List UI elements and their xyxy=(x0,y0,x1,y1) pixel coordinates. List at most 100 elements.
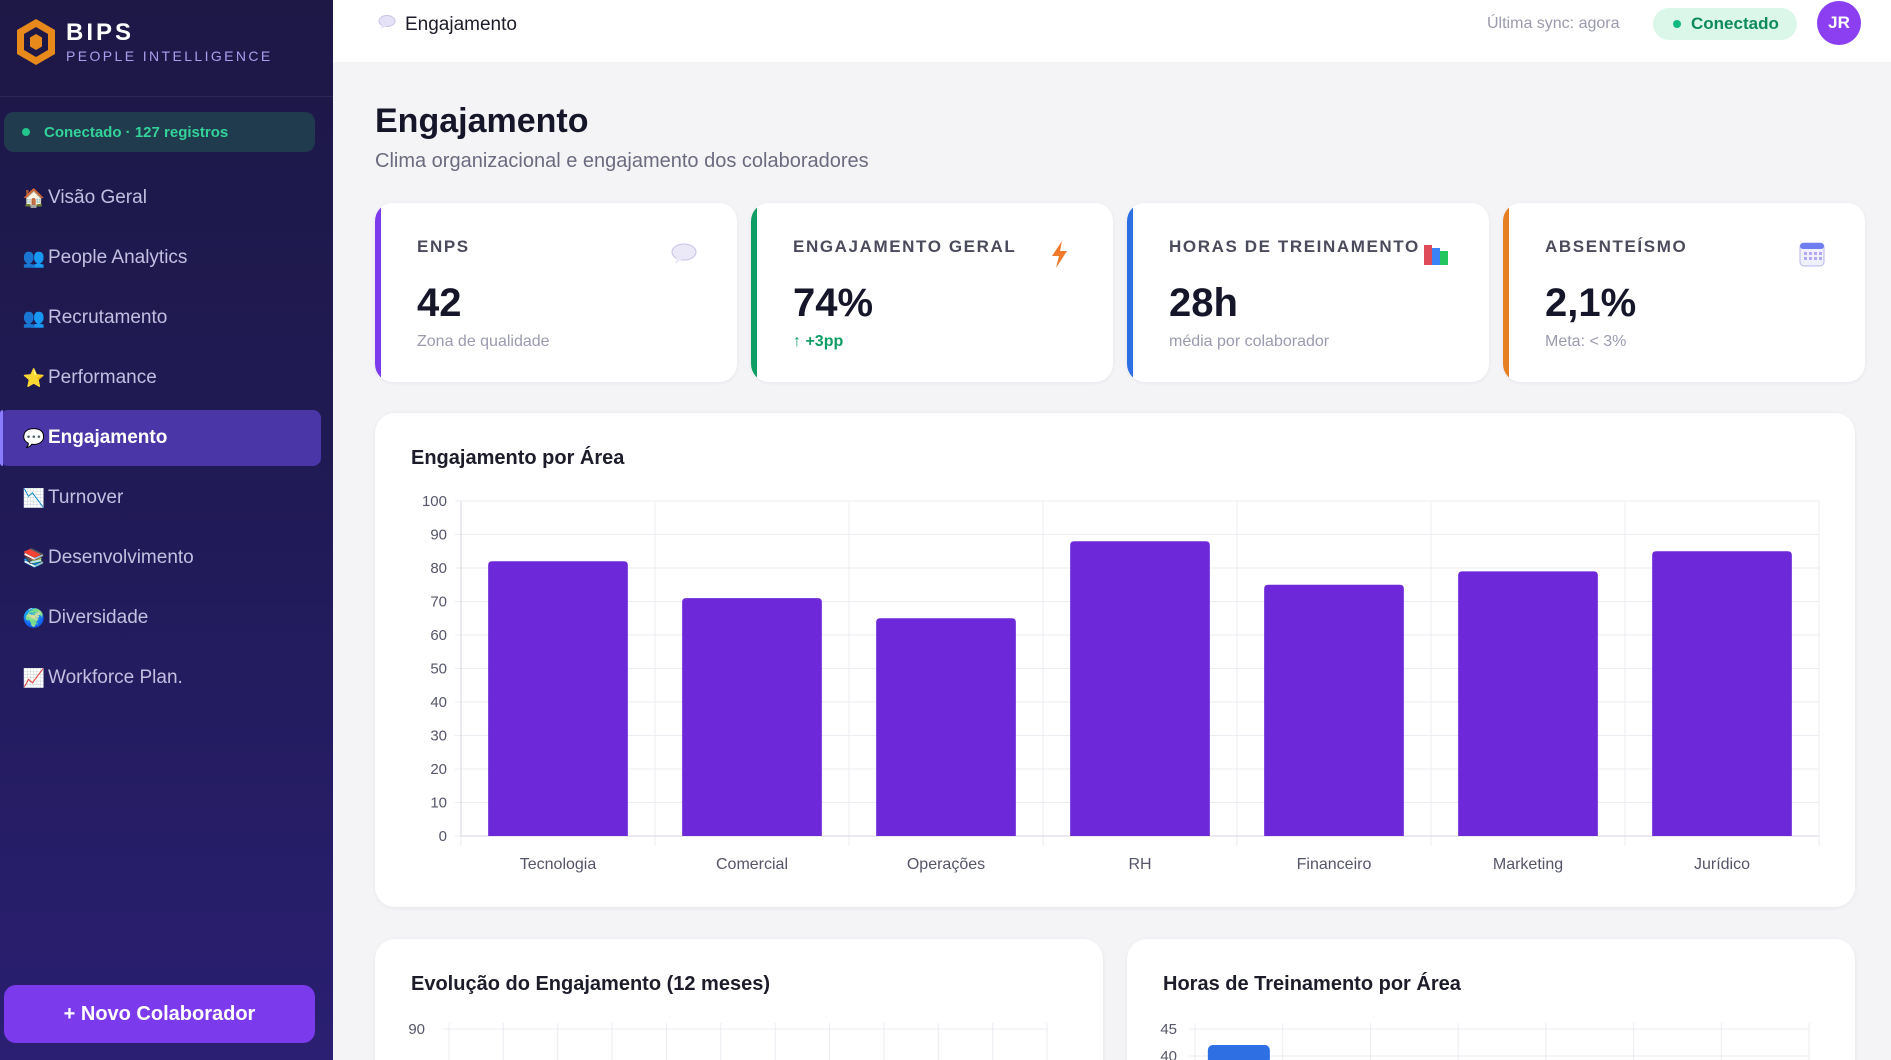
kpi-label: ABSENTEÍSMO xyxy=(1545,237,1688,256)
bar[interactable] xyxy=(488,561,628,836)
sidebar: BIPS PEOPLE INTELLIGENCE Conectado · 127… xyxy=(0,0,333,1060)
page-title: Engajamento xyxy=(375,102,589,140)
x-tick-label: Marketing xyxy=(1493,856,1563,873)
connection-text: Conectado · 127 registros xyxy=(44,123,229,141)
brand-name: BIPS xyxy=(66,19,135,46)
sidebar-item-label: Performance xyxy=(48,367,157,388)
y-tick-label: 60 xyxy=(430,627,447,644)
area-engagement-chart: 0 10 20 30 40 50 60 70 80 90 100 Tecnologia Comercia… xyxy=(422,493,1820,873)
calendar-icon xyxy=(1797,239,1827,269)
sidebar-item-label: People Analytics xyxy=(48,247,188,268)
star-icon: ⭐ xyxy=(22,367,46,388)
globe-icon: 🌍 xyxy=(22,607,46,628)
sidebar-divider xyxy=(0,96,333,97)
sidebar-item-performance[interactable]: ⭐ Performance xyxy=(0,350,333,406)
speech-bubble-icon: 💬 xyxy=(22,427,46,448)
y-tick-label: 30 xyxy=(430,728,447,745)
kpi-card-engagement: ENGAJAMENTO GERAL 74% ↑ +3pp xyxy=(751,203,1113,382)
bar[interactable] xyxy=(1458,571,1598,836)
bar[interactable] xyxy=(1652,551,1792,836)
hexagon-logo-icon xyxy=(14,17,58,67)
y-tick-label: 10 xyxy=(430,795,447,812)
speech-bubble-icon xyxy=(377,14,397,36)
books-icon: 📚 xyxy=(22,547,46,568)
people-icon: 👥 xyxy=(22,247,46,268)
y-tick-label: 45 xyxy=(1160,1021,1177,1038)
people-icon: 👥 xyxy=(22,307,46,328)
sidebar-item-label: Turnover xyxy=(48,487,124,508)
speech-bubble-icon xyxy=(669,239,699,269)
kpi-label: ENPS xyxy=(417,237,470,256)
sidebar-item-recrutamento[interactable]: 👥 Recrutamento xyxy=(0,290,333,346)
x-tick-label: Comercial xyxy=(716,856,788,873)
sidebar-item-label: Recrutamento xyxy=(48,307,168,328)
sidebar-item-label: Workforce Plan. xyxy=(48,667,183,688)
chart-title: Evolução do Engajamento (12 meses) xyxy=(411,973,770,995)
sidebar-item-people-analytics[interactable]: 👥 People Analytics xyxy=(0,230,333,286)
y-tick-label: 80 xyxy=(430,560,447,577)
sidebar-item-label: Engajamento xyxy=(48,427,168,448)
kpi-value: 42 xyxy=(417,281,462,325)
house-icon: 🏠 xyxy=(22,187,46,208)
lightning-icon xyxy=(1045,239,1075,269)
y-tick-label: 40 xyxy=(1160,1048,1177,1060)
y-tick-label: 40 xyxy=(430,694,447,711)
x-tick-label: Jurídico xyxy=(1694,856,1750,873)
avatar[interactable]: JR xyxy=(1817,1,1861,45)
y-tick-label: 90 xyxy=(408,1021,425,1038)
status-text: Conectado xyxy=(1691,14,1779,33)
chart-card-training: Horas de Treinamento por Área 45 40 xyxy=(1127,939,1855,1060)
kpi-accent-bar xyxy=(1127,203,1133,382)
page-subtitle: Clima organizacional e engajamento dos c… xyxy=(375,150,869,172)
y-tick-label: 70 xyxy=(430,594,447,611)
x-tick-label: Tecnologia xyxy=(520,856,597,873)
sidebar-item-engajamento[interactable]: 💬 Engajamento xyxy=(0,410,321,466)
chart-card-evolution: Evolução do Engajamento (12 meses) 90 xyxy=(375,939,1103,1060)
last-sync: Última sync: agora xyxy=(1487,15,1620,32)
chart-title: Engajamento por Área xyxy=(411,447,625,469)
kpi-value: 74% xyxy=(793,281,874,325)
brand[interactable]: BIPS PEOPLE INTELLIGENCE xyxy=(14,14,273,70)
status-dot-icon xyxy=(22,128,30,136)
y-tick-label: 20 xyxy=(430,761,447,778)
kpi-card-absenteeism: ABSENTEÍSMO 2,1% Meta: < 3% xyxy=(1503,203,1865,382)
kpi-note: Meta: < 3% xyxy=(1545,333,1627,350)
y-tick-label: 0 xyxy=(439,828,447,845)
kpi-accent-bar xyxy=(375,203,381,382)
kpi-accent-bar xyxy=(1503,203,1509,382)
kpi-note: média por colaborador xyxy=(1169,333,1330,350)
sidebar-item-label: Desenvolvimento xyxy=(48,547,194,568)
chart-card-area-engagement: Engajamento por Área 0 10 20 30 40 50 60 70 80 90… xyxy=(375,413,1855,907)
bar[interactable] xyxy=(1070,541,1210,836)
sidebar-item-turnover[interactable]: 📉 Turnover xyxy=(0,470,333,526)
evolution-chart: 90 xyxy=(408,1021,1048,1060)
brand-subtitle: PEOPLE INTELLIGENCE xyxy=(66,48,273,64)
x-tick-label: RH xyxy=(1128,856,1151,873)
x-tick-label: Financeiro xyxy=(1297,856,1372,873)
sidebar-item-label: Diversidade xyxy=(48,607,149,628)
chart-up-icon: 📈 xyxy=(22,667,46,688)
kpi-value: 2,1% xyxy=(1545,281,1637,325)
bar[interactable] xyxy=(1207,1045,1270,1060)
bar[interactable] xyxy=(1264,584,1404,836)
topbar-title: Engajamento xyxy=(377,0,517,50)
kpi-trend: ↑ +3pp xyxy=(793,333,844,350)
kpi-label: ENGAJAMENTO GERAL xyxy=(793,237,1017,256)
training-chart: 45 40 xyxy=(1160,1021,1810,1060)
topbar-title-text: Engajamento xyxy=(405,14,517,35)
sidebar-item-diversidade[interactable]: 🌍 Diversidade xyxy=(0,590,333,646)
y-tick-label: 100 xyxy=(422,493,447,510)
bar[interactable] xyxy=(682,598,822,836)
sidebar-item-vis-o-geral[interactable]: 🏠 Visão Geral xyxy=(0,170,333,226)
bar[interactable] xyxy=(876,618,1016,836)
status-badge: Conectado xyxy=(1653,8,1797,40)
y-tick-label: 90 xyxy=(430,527,447,544)
chart-title: Horas de Treinamento por Área xyxy=(1163,973,1461,995)
status-dot-icon xyxy=(1673,20,1681,28)
kpi-card-enps: ENPS 42 Zona de qualidade xyxy=(375,203,737,382)
y-tick-label: 50 xyxy=(430,661,447,678)
kpi-accent-bar xyxy=(751,203,757,382)
new-employee-button[interactable]: + Novo Colaborador xyxy=(4,985,315,1043)
sidebar-item-workforce-plan[interactable]: 📈 Workforce Plan. xyxy=(0,650,333,706)
sidebar-item-desenvolvimento[interactable]: 📚 Desenvolvimento xyxy=(0,530,333,586)
